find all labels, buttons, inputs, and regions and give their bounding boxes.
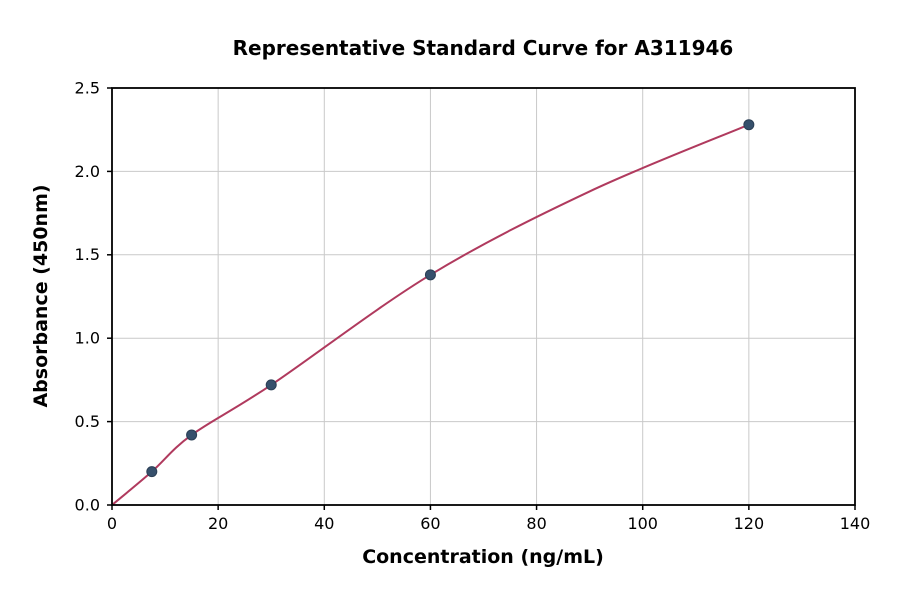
data-point-marker [186, 429, 198, 441]
x-tick-label: 100 [627, 514, 658, 533]
x-tick-label: 140 [840, 514, 871, 533]
data-point-marker [424, 269, 436, 281]
plot-frame [111, 87, 856, 506]
y-tick-label: 2.0 [75, 162, 100, 181]
fitted-curve-line [111, 123, 750, 506]
y-tick-label: 0.5 [75, 412, 100, 431]
x-tick-label: 120 [734, 514, 765, 533]
data-layer [111, 119, 755, 506]
chart-title: Representative Standard Curve for A31194… [233, 36, 734, 60]
grid-layer [111, 87, 856, 506]
y-tick-label: 0.0 [75, 495, 100, 514]
data-point-marker [743, 119, 755, 131]
y-tick-label: 1.0 [75, 329, 100, 348]
y-tick-label: 1.5 [75, 245, 100, 264]
axis-layer: 0 20 40 60 80 100 120 140 0.0 0.5 1.0 1.5 2.0 2.5 [75, 78, 871, 533]
y-tick-label: 2.5 [75, 78, 100, 97]
x-tick-label: 20 [208, 514, 228, 533]
x-tick-label: 60 [420, 514, 440, 533]
data-point-marker [146, 466, 158, 478]
data-point-marker [265, 379, 277, 391]
x-tick-label: 40 [314, 514, 334, 533]
y-axis-label: Absorbance (450nm) [30, 184, 52, 407]
x-axis-label: Concentration (ng/mL) [362, 546, 604, 568]
x-tick-label: 0 [107, 514, 117, 533]
x-tick-label: 80 [526, 514, 546, 533]
